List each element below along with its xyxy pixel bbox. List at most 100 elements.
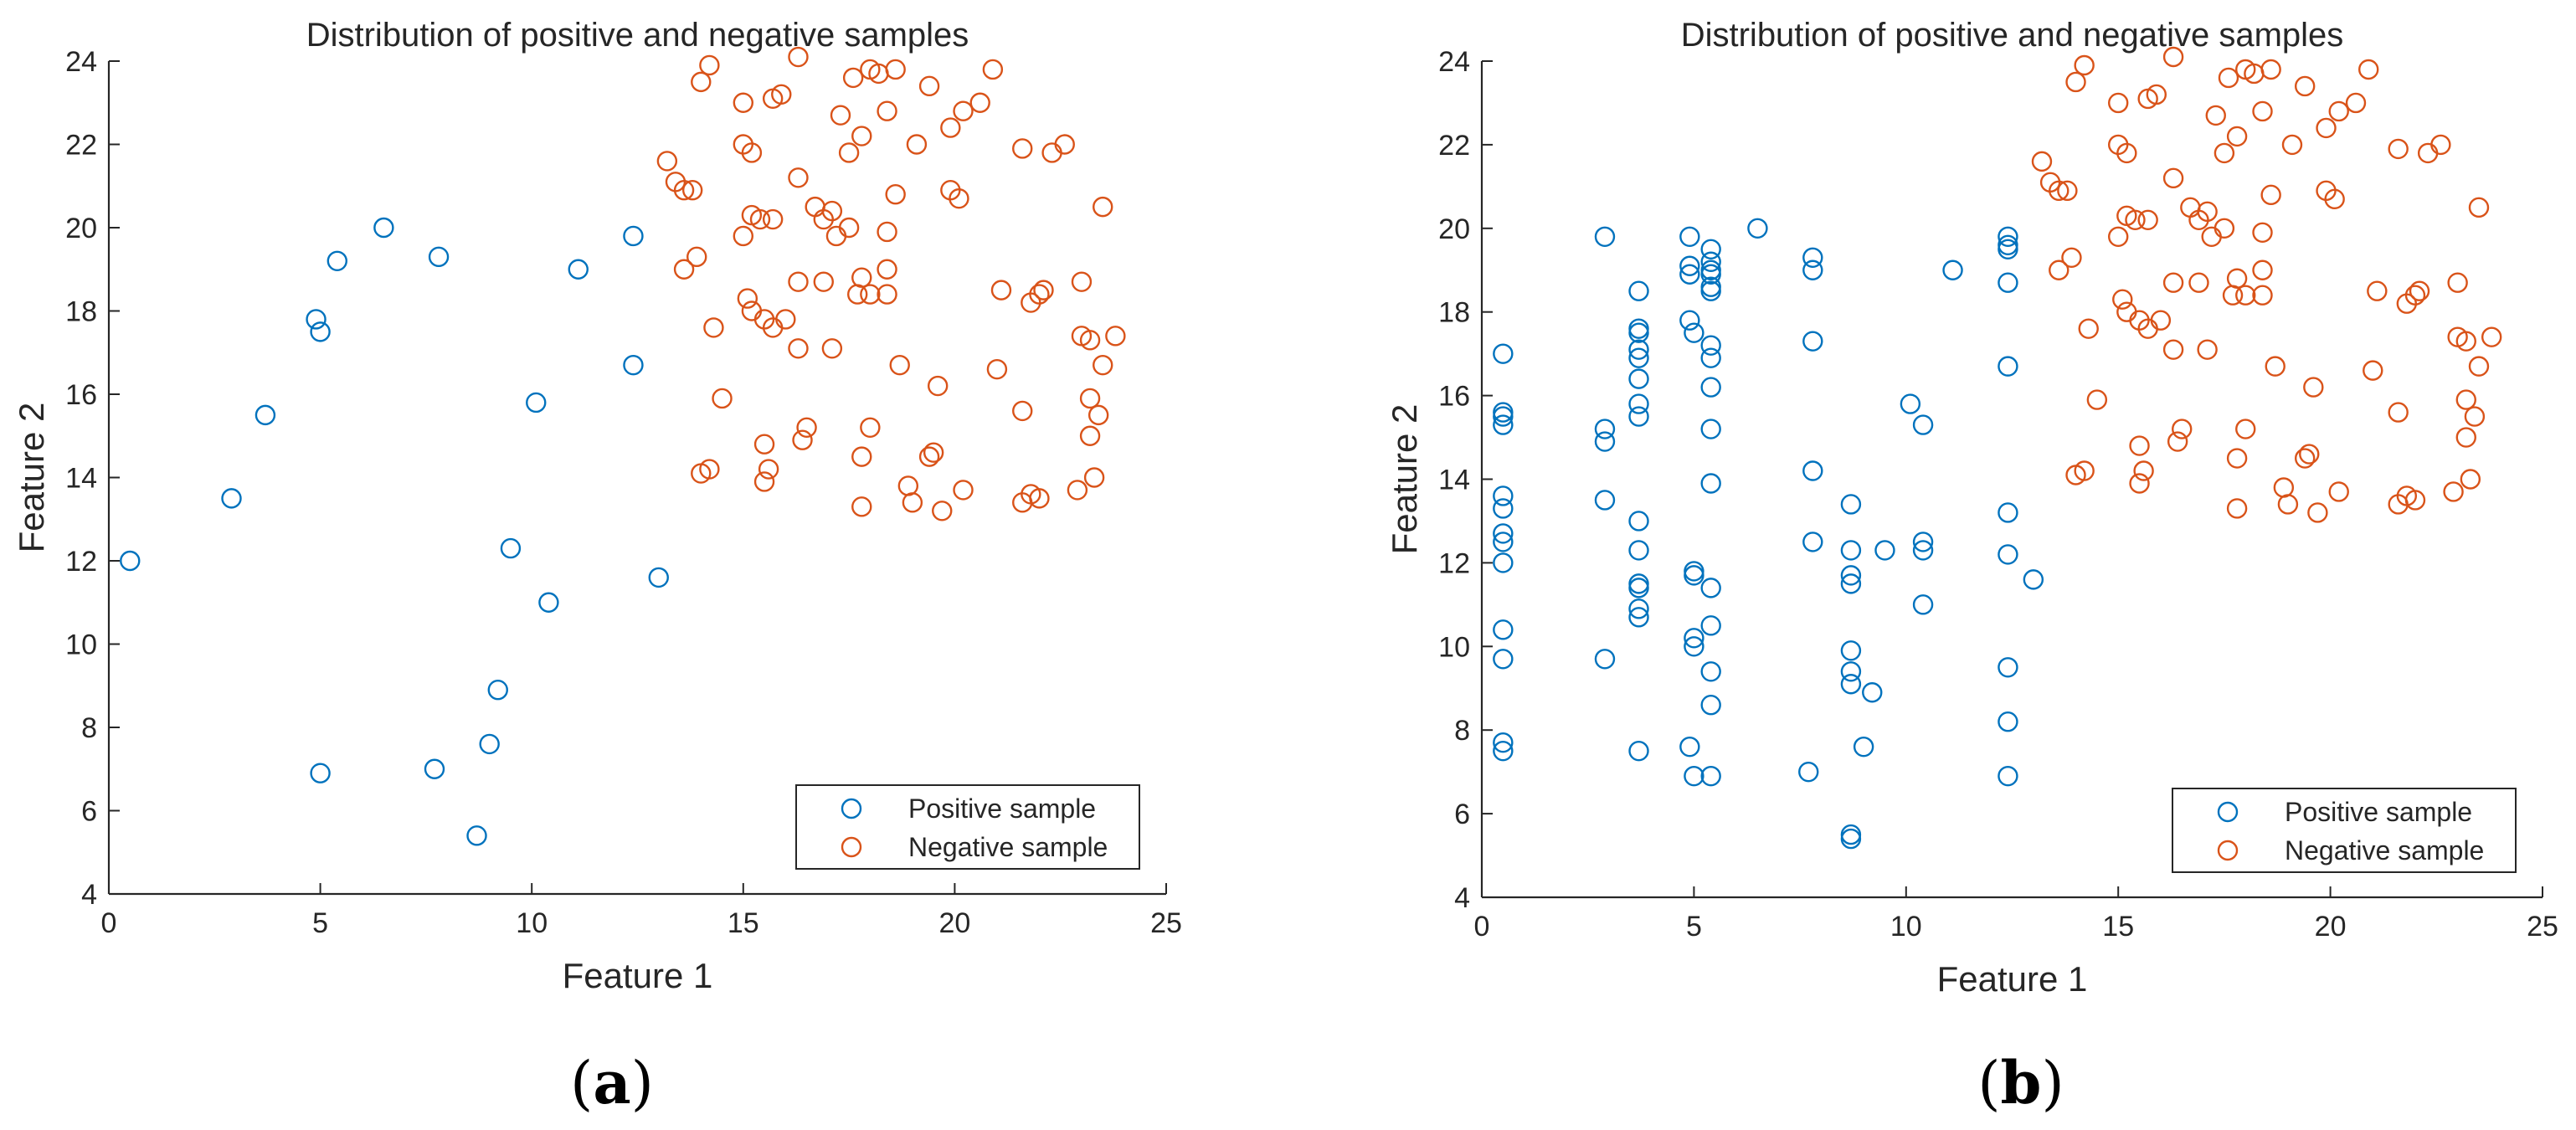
data-point [2468, 356, 2490, 377]
data-point [2294, 75, 2316, 97]
y-tick-label: 6 [81, 796, 97, 828]
data-point [2455, 331, 2476, 352]
data-point [737, 288, 758, 309]
data-point [860, 284, 881, 305]
data-point [1840, 674, 1862, 695]
data-point [2078, 318, 2099, 339]
data-point [990, 280, 1012, 300]
data-point [686, 246, 707, 268]
data-point [953, 480, 974, 501]
data-point [918, 446, 940, 467]
data-point [1054, 134, 1075, 155]
panel-label: (b) [1977, 1048, 2064, 1117]
data-point [2129, 435, 2150, 456]
data-point [500, 537, 522, 559]
y-tick-label: 14 [65, 463, 97, 495]
data-point [1087, 404, 1109, 426]
data-point [969, 92, 990, 113]
data-point [1628, 598, 1649, 619]
data-point [1594, 490, 1616, 511]
data-point [788, 271, 809, 292]
data-point [1840, 573, 1862, 594]
legend-marker [2217, 840, 2239, 861]
y-tick-label: 18 [65, 296, 97, 328]
data-point [1628, 280, 1649, 301]
data-point [1998, 356, 2018, 377]
data-point [1900, 393, 1921, 414]
x-tick-label: 10 [516, 907, 548, 939]
y-tick-label: 22 [1438, 130, 1470, 162]
data-point [2214, 218, 2235, 239]
data-point [2226, 126, 2248, 147]
data-point [2086, 389, 2108, 410]
data-point [927, 375, 949, 397]
data-point [306, 309, 326, 330]
data-point [2430, 134, 2451, 156]
legend-label: Positive sample [908, 794, 1096, 824]
data-point [2328, 481, 2349, 502]
data-point [2388, 402, 2409, 423]
data-point [2074, 460, 2095, 481]
data-point [326, 250, 348, 271]
data-point [1628, 540, 1649, 561]
data-point [712, 388, 733, 409]
data-point [877, 100, 897, 121]
data-point [1493, 649, 1514, 670]
data-point [1628, 607, 1649, 628]
x-tick-label: 0 [1474, 911, 1490, 943]
data-point [1798, 761, 1819, 783]
data-point [538, 592, 559, 613]
data-point [788, 167, 809, 188]
data-point [889, 354, 910, 376]
data-point [2443, 481, 2464, 502]
data-point [788, 46, 809, 68]
data-point [753, 471, 775, 492]
data-point [2205, 105, 2226, 126]
data-point [2226, 268, 2248, 289]
data-point [568, 259, 589, 280]
data-point [1493, 406, 1514, 427]
data-point [1679, 255, 1700, 276]
legend-marker [841, 836, 862, 858]
data-point [373, 217, 394, 239]
y-axis-label: Feature 2 [12, 403, 51, 553]
data-point [1628, 368, 1649, 389]
data-point [1998, 765, 2018, 787]
data-point [2455, 389, 2476, 410]
data-point [2049, 180, 2070, 202]
data-point [2218, 67, 2239, 89]
data-point [2137, 209, 2158, 231]
x-tick-label: 0 [101, 907, 117, 939]
data-point [1493, 619, 1514, 640]
x-tick-label: 25 [1150, 907, 1182, 939]
y-axis-label: Feature 2 [1385, 404, 1424, 555]
data-point [1700, 335, 1721, 356]
data-point [2061, 247, 2082, 268]
data-point [1029, 488, 1050, 509]
data-point [1840, 540, 1862, 561]
y-tick-label: 24 [1438, 46, 1470, 78]
data-point [1700, 419, 1721, 439]
y-tick-label: 12 [1438, 547, 1470, 579]
data-point [1033, 280, 1054, 300]
data-point [1942, 259, 1963, 280]
data-point [1679, 226, 1700, 247]
data-point [2260, 59, 2281, 80]
data-point [821, 200, 843, 222]
data-point [733, 92, 753, 113]
data-point [1840, 565, 1862, 586]
data-point [487, 680, 508, 701]
data-point [1679, 264, 1700, 285]
data-point [851, 446, 872, 467]
data-point [310, 763, 331, 783]
data-point [1012, 400, 1033, 422]
data-point [1802, 331, 1823, 352]
data-point [2226, 498, 2248, 519]
y-tick-label: 10 [1438, 631, 1470, 663]
data-point [1628, 578, 1649, 598]
data-point [1700, 765, 1721, 787]
x-tick-label: 5 [312, 907, 328, 939]
data-point [1998, 239, 2018, 259]
data-point [940, 117, 961, 138]
y-tick-label: 4 [1454, 882, 1470, 914]
